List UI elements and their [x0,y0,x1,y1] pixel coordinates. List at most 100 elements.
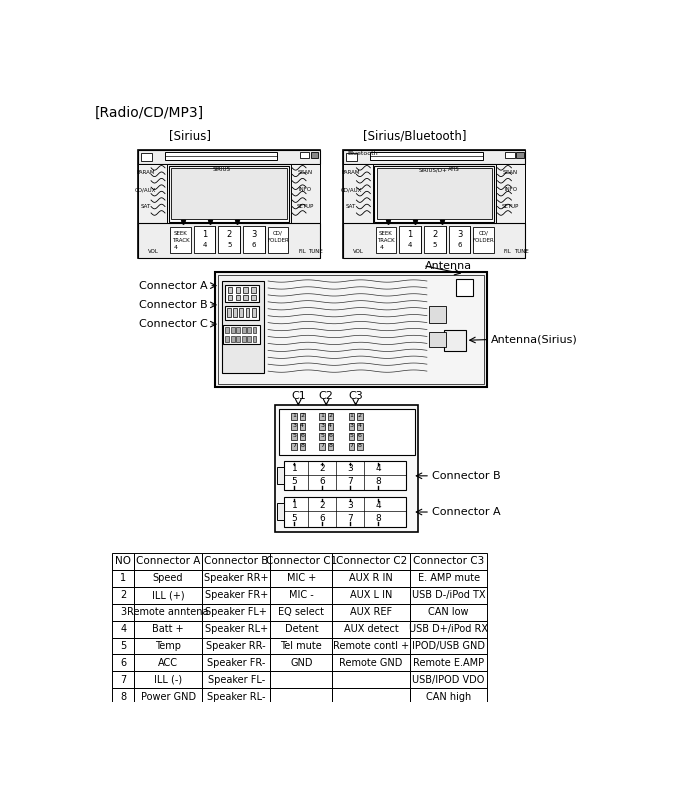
Text: MIC -: MIC - [289,590,314,600]
Bar [357,413,363,420]
Bar [276,466,284,484]
Text: SETUP: SETUP [297,204,314,209]
Text: AUX L IN: AUX L IN [350,590,392,600]
Text: 3: 3 [457,230,462,238]
Bar [222,281,264,373]
Text: 2: 2 [358,413,361,418]
Text: 4: 4 [174,245,178,249]
Bar [225,305,259,320]
Text: Connector C: Connector C [139,319,208,329]
Bar [253,327,256,334]
Text: SAT: SAT [141,204,150,209]
Text: CD/: CD/ [273,230,283,236]
Text: TUNE: TUNE [309,249,323,254]
Bar [251,287,256,293]
Bar [202,587,270,604]
Bar [247,327,251,334]
Bar [138,164,167,223]
Bar [291,432,297,439]
Bar [276,503,284,520]
Text: Speed: Speed [153,574,183,583]
Text: 7: 7 [350,443,354,448]
Text: 4: 4 [375,500,381,510]
Bar [172,168,287,219]
Text: Speaker FR+: Speaker FR+ [204,590,268,600]
Text: Antenna(Sirius): Antenna(Sirius) [491,335,578,345]
Text: 7: 7 [347,477,353,487]
Text: Remote contl +: Remote contl + [333,641,410,651]
Text: 1: 1 [321,413,324,418]
Text: AUX REF: AUX REF [350,607,392,617]
Bar [202,553,270,570]
Text: FIL: FIL [298,249,306,254]
Bar [218,275,484,384]
Text: 5: 5 [350,433,354,439]
Text: ILL (-): ILL (-) [154,675,182,685]
Text: Temp: Temp [155,641,181,651]
Text: Connector B: Connector B [432,471,500,481]
Text: 7: 7 [293,443,296,448]
Text: Remote GND: Remote GND [340,658,402,668]
Bar [346,153,357,161]
Text: CD/AUX: CD/AUX [135,187,156,192]
Text: Connector C2: Connector C2 [335,556,407,567]
Text: 8: 8 [375,477,381,487]
Bar [138,223,320,258]
Text: 6: 6 [300,433,304,439]
Text: Connector A: Connector A [432,507,500,517]
Bar [241,327,246,334]
Bar [319,413,325,420]
Text: Speaker RR+: Speaker RR+ [204,574,269,583]
Bar [349,413,354,420]
Bar [311,152,318,158]
Text: USB D+/iPod RX: USB D+/iPod RX [409,624,488,634]
Bar [223,325,260,344]
Text: C2: C2 [318,391,334,401]
Bar [496,164,526,223]
Text: 2: 2 [120,590,126,600]
Text: 5: 5 [321,433,324,439]
Text: SAT: SAT [346,204,356,209]
Bar [300,413,305,420]
Text: SEEK: SEEK [379,230,393,236]
Bar [376,227,396,252]
Text: SEEK: SEEK [174,230,188,236]
Text: AUX R IN: AUX R IN [349,574,393,583]
Text: Speaker RL-: Speaker RL- [207,692,265,702]
Text: 1: 1 [120,574,126,583]
Text: [Sirius]: [Sirius] [169,129,211,143]
Bar [252,308,256,317]
Text: 1: 1 [293,413,296,418]
Bar [275,405,419,532]
Text: SCAN: SCAN [298,170,313,175]
Bar [202,570,270,587]
Text: 4: 4 [379,245,383,249]
Bar [134,570,202,587]
Bar [328,413,333,420]
Bar [300,152,309,158]
Bar [170,227,190,252]
Text: 8: 8 [300,443,304,448]
Bar [410,654,487,671]
Bar [343,164,372,223]
Bar [357,423,363,430]
Text: 3: 3 [293,423,296,428]
Text: AUX detect: AUX detect [344,624,398,634]
Bar [134,604,202,621]
Bar [112,570,134,587]
Bar [202,654,270,671]
Text: 1: 1 [292,465,298,473]
Bar [328,432,333,439]
Bar [253,335,256,342]
Text: Remote E.AMP: Remote E.AMP [413,658,484,668]
Bar [141,153,152,161]
Bar [349,432,354,439]
Bar [291,413,297,420]
Text: CD/AUX: CD/AUX [340,187,362,192]
Text: 7: 7 [347,514,353,522]
Bar [284,497,406,526]
Bar [138,150,320,258]
Text: FOLDER: FOLDER [473,237,494,243]
Text: Speaker FL-: Speaker FL- [208,675,265,685]
Bar [251,295,256,301]
